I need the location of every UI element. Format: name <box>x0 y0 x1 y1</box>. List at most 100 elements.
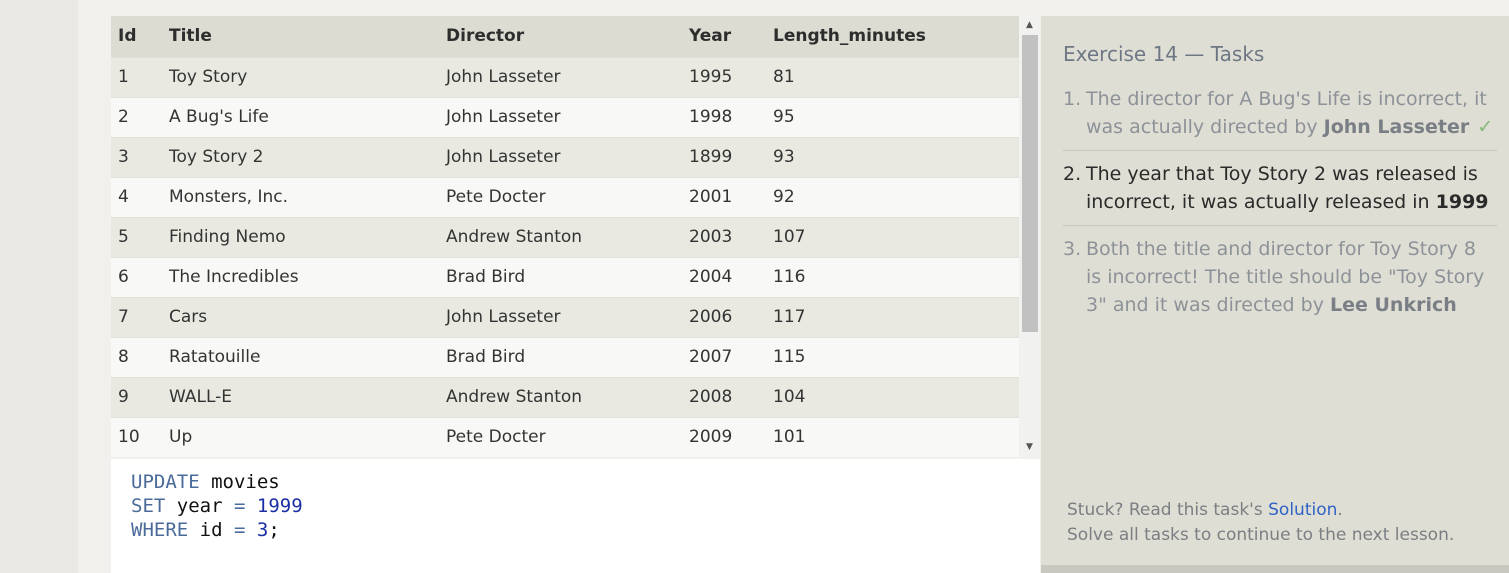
scroll-up-arrow-icon[interactable]: ▲ <box>1026 20 1033 30</box>
task-item-3: 3. Both the title and director for Toy S… <box>1063 234 1497 328</box>
task-text: The director for A Bug's Life is incorre… <box>1086 85 1497 141</box>
cell-title: WALL-E <box>162 376 439 417</box>
task-text: The year that Toy Story 2 was released i… <box>1086 160 1497 216</box>
table-row: 6 The Incredibles Brad Bird 2004 116 <box>111 256 1019 297</box>
cell-director: John Lasseter <box>439 296 682 337</box>
task-item-1: 1. The director for A Bug's Life is inco… <box>1063 84 1497 151</box>
table-scrollbar[interactable]: ▲ ▼ <box>1019 16 1040 457</box>
stuck-suffix: . <box>1337 500 1343 520</box>
help-text: Stuck? Read this task's Solution. Solve … <box>1067 498 1454 548</box>
table-row: 1 Toy Story John Lasseter 1995 81 <box>111 56 1019 97</box>
cell-director: Andrew Stanton <box>439 376 682 417</box>
solution-link[interactable]: Solution <box>1268 500 1338 520</box>
table-row: 10 Up Pete Docter 2009 101 <box>111 416 1019 457</box>
task-text-bold: 1999 <box>1435 191 1489 213</box>
column-header-director: Director <box>439 16 682 57</box>
cell-length: 92 <box>766 176 1019 217</box>
sql-number: 1999 <box>256 495 303 517</box>
column-header-title: Title <box>162 16 439 57</box>
sql-text: id <box>188 519 234 541</box>
sql-text: movies <box>199 471 280 493</box>
cell-id: 1 <box>111 56 162 97</box>
editor-line-2[interactable]: SET year = 1999 <box>131 494 1040 518</box>
cell-year: 2008 <box>682 376 766 417</box>
results-table-panel: Id Title Director Year Length_minutes 1 … <box>111 16 1040 457</box>
table-row: 5 Finding Nemo Andrew Stanton 2003 107 <box>111 216 1019 257</box>
stuck-prefix: Stuck? Read this task's <box>1067 500 1269 520</box>
cell-director: Pete Docter <box>439 416 682 457</box>
sql-editor[interactable]: UPDATE movies SET year = 1999 WHERE id =… <box>111 459 1040 573</box>
stuck-line: Stuck? Read this task's Solution. <box>1067 498 1454 523</box>
editor-line-3[interactable]: WHERE id = 3; <box>131 518 1040 542</box>
cell-year: 2009 <box>682 416 766 457</box>
results-table: Id Title Director Year Length_minutes 1 … <box>111 16 1019 457</box>
cell-director: Brad Bird <box>439 256 682 297</box>
task-item-2: 2. The year that Toy Story 2 was release… <box>1063 159 1497 226</box>
task-text: Both the title and director for Toy Stor… <box>1086 235 1497 319</box>
task-number: 3. <box>1063 238 1082 260</box>
task-text-plain: The director for A Bug's Life is incorre… <box>1086 88 1487 138</box>
cell-title: Cars <box>162 296 439 337</box>
cell-id: 8 <box>111 336 162 377</box>
task-text-plain: The year that Toy Story 2 was released i… <box>1086 163 1478 213</box>
task-number: 2. <box>1063 163 1082 185</box>
sql-operator: = <box>233 519 246 541</box>
cell-title: Monsters, Inc. <box>162 176 439 217</box>
cell-director: John Lasseter <box>439 56 682 97</box>
cell-year: 2001 <box>682 176 766 217</box>
editor-line-1[interactable]: UPDATE movies <box>131 470 1040 494</box>
cell-title: The Incredibles <box>162 256 439 297</box>
sql-text: year <box>165 495 234 517</box>
cell-year: 1899 <box>682 136 766 177</box>
cell-length: 107 <box>766 216 1019 257</box>
scroll-thumb[interactable] <box>1022 35 1038 332</box>
table-row: 3 Toy Story 2 John Lasseter 1899 93 <box>111 136 1019 177</box>
tasks-panel: Exercise 14 — Tasks 1. The director for … <box>1041 16 1509 565</box>
sql-keyword: UPDATE <box>131 471 200 493</box>
task-text-plain: Both the title and director for Toy Stor… <box>1086 238 1485 316</box>
tasks-title: Exercise 14 — Tasks <box>1063 42 1265 66</box>
column-header-length: Length_minutes <box>766 16 1019 57</box>
checkmark-icon: ✓ <box>1477 116 1494 138</box>
cell-id: 3 <box>111 136 162 177</box>
cell-director: John Lasseter <box>439 136 682 177</box>
table-header-row: Id Title Director Year Length_minutes <box>111 16 1019 57</box>
cell-id: 5 <box>111 216 162 257</box>
cell-year: 2004 <box>682 256 766 297</box>
cell-id: 4 <box>111 176 162 217</box>
cell-length: 101 <box>766 416 1019 457</box>
table-row: 4 Monsters, Inc. Pete Docter 2001 92 <box>111 176 1019 217</box>
cell-year: 2003 <box>682 216 766 257</box>
cell-length: 104 <box>766 376 1019 417</box>
task-text-bold: Lee Unkrich <box>1330 294 1457 316</box>
cell-id: 6 <box>111 256 162 297</box>
cell-id: 7 <box>111 296 162 337</box>
continue-text: Solve all tasks to continue to the next … <box>1067 525 1455 545</box>
cell-length: 93 <box>766 136 1019 177</box>
cell-director: Andrew Stanton <box>439 216 682 257</box>
task-list: 1. The director for A Bug's Life is inco… <box>1063 84 1497 328</box>
table-row: 9 WALL-E Andrew Stanton 2008 104 <box>111 376 1019 417</box>
cell-year: 2006 <box>682 296 766 337</box>
cell-id: 2 <box>111 96 162 137</box>
cell-id: 9 <box>111 376 162 417</box>
cell-director: John Lasseter <box>439 96 682 137</box>
sql-operator: = <box>233 495 246 517</box>
cell-title: Up <box>162 416 439 457</box>
sql-number: 3 <box>256 519 269 541</box>
sql-keyword: WHERE <box>131 519 189 541</box>
table-row: 7 Cars John Lasseter 2006 117 <box>111 296 1019 337</box>
table-row: 2 A Bug's Life John Lasseter 1998 95 <box>111 96 1019 137</box>
task-text-bold: John Lasseter <box>1323 116 1470 138</box>
cell-year: 1998 <box>682 96 766 137</box>
cell-title: A Bug's Life <box>162 96 439 137</box>
cell-length: 116 <box>766 256 1019 297</box>
tasks-panel-footer-bar <box>1041 565 1509 573</box>
cell-length: 115 <box>766 336 1019 377</box>
cell-title: Toy Story <box>162 56 439 97</box>
scroll-down-arrow-icon[interactable]: ▼ <box>1026 442 1033 452</box>
column-header-id: Id <box>111 16 162 57</box>
cell-title: Toy Story 2 <box>162 136 439 177</box>
cell-length: 95 <box>766 96 1019 137</box>
table-row: 8 Ratatouille Brad Bird 2007 115 <box>111 336 1019 377</box>
